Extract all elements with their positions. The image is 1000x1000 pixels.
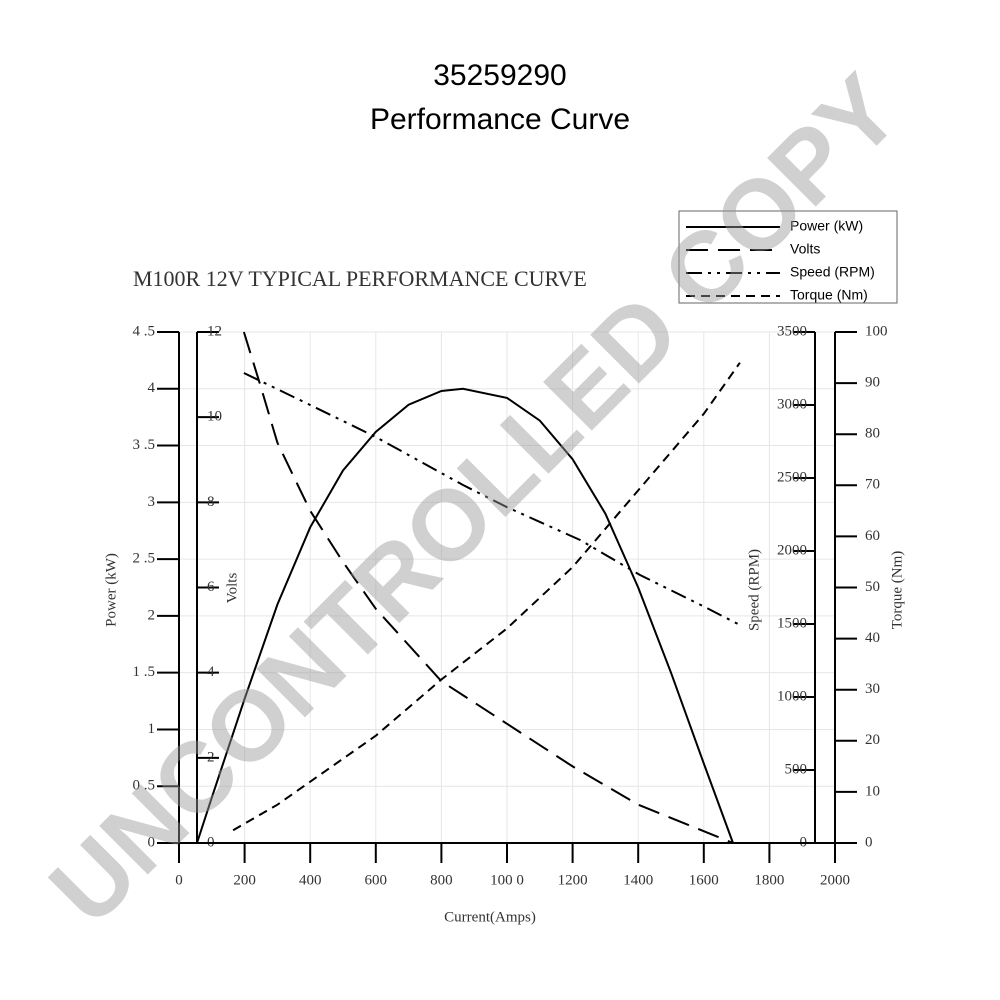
y4-axis-label: Torque (Nm) — [889, 551, 905, 630]
tick-label: 3 .5 — [133, 437, 156, 453]
x-tick-label: 1200 — [558, 872, 588, 888]
tick-label: 3 — [148, 494, 156, 510]
tick-label: 6 — [207, 579, 215, 595]
annotation: M100R 12V TYPICAL PERFORMANCE CURVE — [133, 266, 587, 291]
tick-label: 1 .5 — [133, 664, 156, 680]
y2-axis-label: Volts — [224, 573, 240, 604]
tick-label: 0 — [148, 834, 156, 850]
x-tick-label: 100 0 — [490, 872, 524, 888]
y3-axis-label: Speed (RPM) — [746, 549, 762, 631]
y-axis-label: Power (kW) — [103, 553, 119, 627]
tick-label: 12 — [207, 323, 222, 339]
legend-label: Speed (RPM) — [790, 264, 875, 280]
tick-label: 1 — [148, 721, 156, 737]
tick-label: 80 — [865, 426, 880, 442]
tick-label: 500 — [785, 761, 808, 777]
tick-label: 70 — [865, 477, 880, 493]
tick-label: 2000 — [777, 542, 807, 558]
legend-label: Torque (Nm) — [790, 287, 868, 303]
tick-label: 20 — [865, 732, 880, 748]
x-tick-label: 200 — [233, 872, 256, 888]
tick-label: 100 — [865, 323, 888, 339]
tick-label: 30 — [865, 681, 880, 697]
plot: 0 0 .5 1 1 .5 2 2 .5 3 3 .5 4 4 .5 0 2 4 6 8 10 12 0 500 10… — [133, 218, 888, 889]
tick-label: 2 — [207, 749, 215, 765]
legend-label: Power (kW) — [790, 218, 863, 234]
x-tick-label: 1400 — [623, 872, 653, 888]
x-tick-label: 1800 — [754, 872, 784, 888]
x-tick-label: 1600 — [689, 872, 719, 888]
tick-label: 10 — [865, 783, 880, 799]
tick-label: 2 .5 — [133, 551, 156, 567]
series-line — [196, 387, 734, 844]
tick-label: 1000 — [777, 688, 807, 704]
tick-label: 60 — [865, 528, 880, 544]
x-tick-label: 400 — [299, 872, 322, 888]
tick-label: 90 — [865, 375, 880, 391]
chart-title: 35259290 — [433, 59, 566, 92]
tick-label: 0 .5 — [133, 778, 156, 794]
tick-label: 4 — [148, 380, 156, 396]
x-axis-label: Current(Amps) — [444, 909, 536, 925]
x-tick-label: 0 — [175, 872, 183, 888]
tick-label: 50 — [865, 579, 880, 595]
x-tick-label: 2000 — [820, 872, 850, 888]
chart-subtitle: Performance Curve — [370, 103, 630, 136]
tick-label: 4 — [207, 664, 215, 680]
x-tick-label: 800 — [430, 872, 453, 888]
tick-label: 1500 — [777, 615, 807, 631]
tick-label: 3500 — [777, 323, 807, 339]
tick-label: 4 .5 — [133, 323, 156, 339]
tick-label: 10 — [207, 409, 222, 425]
x-tick-label: 600 — [365, 872, 388, 888]
tick-label: 2 — [148, 607, 156, 623]
legend-label: Volts — [790, 241, 820, 257]
tick-label: 40 — [865, 630, 880, 646]
tick-label: 3000 — [777, 396, 807, 412]
tick-label: 2500 — [777, 469, 807, 485]
series-line — [243, 372, 741, 626]
series-line — [242, 331, 734, 844]
tick-label: 8 — [207, 494, 215, 510]
tick-label: 0 — [865, 834, 873, 850]
watermark: UNCONTROLLED COPY — [28, 53, 920, 945]
